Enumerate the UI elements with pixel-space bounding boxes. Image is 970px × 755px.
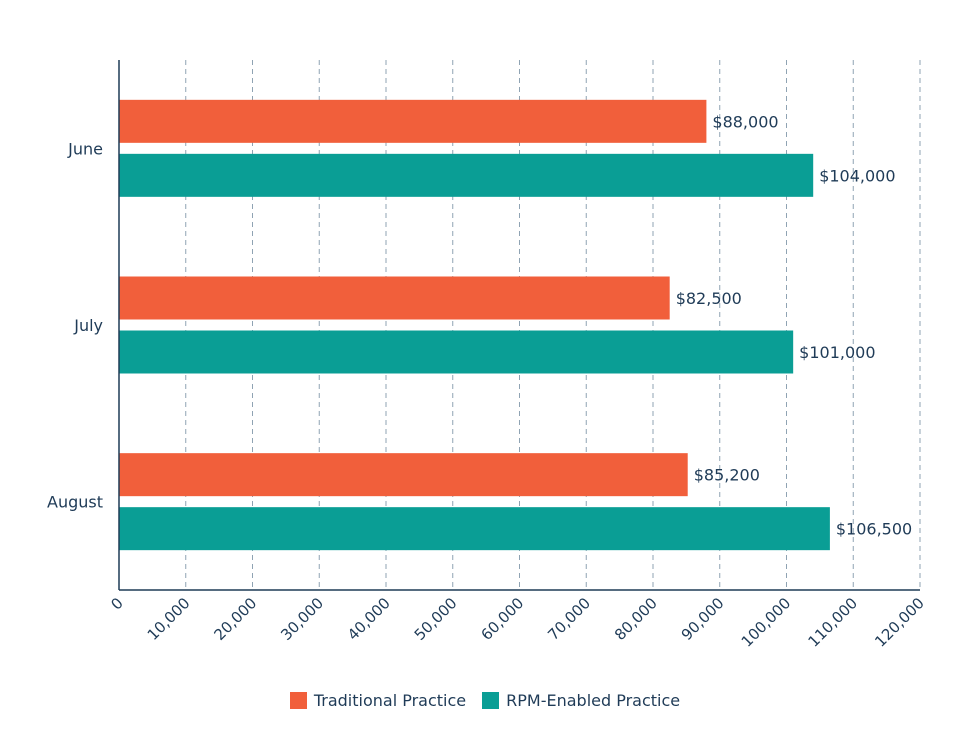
x-tick-label-0: 0	[107, 594, 126, 613]
bar-july-series-0	[119, 276, 670, 320]
legend-swatch-rpm	[482, 692, 500, 709]
bar-july-series-1	[119, 330, 794, 374]
x-tick-label-11: 110,000	[804, 594, 861, 651]
bars	[119, 99, 830, 551]
x-tick-label-3: 30,000	[277, 594, 327, 644]
data-label-july-series-0: $82,500	[676, 289, 742, 308]
legend-swatch-traditional	[289, 692, 307, 709]
category-label-august: August	[47, 493, 103, 512]
x-tick-label-5: 50,000	[411, 594, 461, 644]
legend-label-traditional: Traditional Practice	[313, 691, 467, 710]
bar-june-series-0	[119, 99, 707, 143]
legend-item-rpm[interactable]: RPM-Enabled Practice	[482, 691, 680, 710]
data-label-august-series-1: $106,500	[836, 520, 912, 539]
x-tick-label-9: 90,000	[678, 594, 728, 644]
x-tick-label-6: 60,000	[477, 594, 527, 644]
legend-label-rpm: RPM-Enabled Practice	[506, 691, 681, 710]
x-tick-label-10: 100,000	[738, 594, 795, 651]
x-tick-label-8: 80,000	[611, 594, 661, 644]
data-label-june-series-1: $104,000	[819, 166, 895, 185]
bar-chart: $88,000 $104,000 June $82,500 $101,000 July $8…	[47, 60, 928, 651]
x-tick-label-7: 70,000	[544, 594, 594, 644]
legend-item-traditional[interactable]: Traditional Practice	[289, 691, 467, 710]
category-label-july: July	[73, 316, 103, 335]
bar-june-series-1	[119, 153, 814, 197]
bar-august-series-1	[119, 507, 830, 551]
x-tick-label-2: 20,000	[210, 594, 260, 644]
axes	[118, 60, 920, 591]
data-label-june-series-0: $88,000	[712, 112, 778, 131]
data-label-august-series-0: $85,200	[694, 466, 760, 485]
x-tick-label-4: 40,000	[344, 594, 394, 644]
bar-august-series-0	[119, 453, 688, 497]
legend: Traditional Practice RPM-Enabled Practic…	[0, 691, 970, 710]
category-label-june: June	[67, 139, 103, 158]
x-tick-label-12: 120,000	[871, 594, 928, 651]
x-tick-label-1: 10,000	[144, 594, 194, 644]
grid-lines	[185, 60, 921, 590]
data-label-july-series-1: $101,000	[799, 343, 875, 362]
